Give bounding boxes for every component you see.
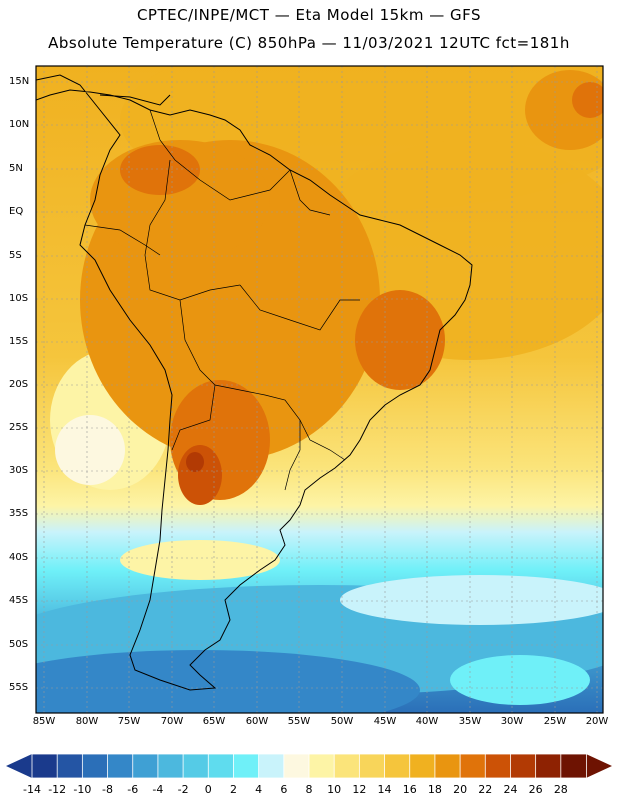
- colorbar-label: -14: [23, 783, 41, 796]
- colorbar-swatch: [182, 753, 210, 779]
- lon-label: 85W: [32, 716, 56, 727]
- colorbar-swatch: [535, 753, 562, 779]
- colorbar-label: 14: [377, 783, 392, 796]
- lon-label: 20W: [585, 716, 609, 727]
- lon-label: 70W: [160, 716, 184, 727]
- colorbar-swatch: [560, 753, 587, 779]
- lon-label: 80W: [75, 716, 99, 727]
- lon-label: 25W: [543, 716, 567, 727]
- colorbar-swatch: [358, 753, 386, 779]
- colorbar-label: -4: [152, 783, 164, 796]
- title-line-1: CPTEC/INPE/MCT — Eta Model 15km — GFS: [136, 6, 482, 24]
- colorbar-swatch: [107, 753, 134, 779]
- colorbar-swatch: [31, 753, 59, 779]
- title-line-2: Absolute Temperature (C) 850hPa — 11/03/…: [48, 34, 570, 52]
- lon-label: 55W: [287, 716, 311, 727]
- colorbar-label: 10: [327, 783, 342, 796]
- colorbar-swatch: [283, 753, 310, 779]
- lat-label: 5N: [9, 163, 23, 174]
- lat-label: 40S: [9, 552, 29, 563]
- lon-label: 65W: [202, 716, 226, 727]
- lon-label: 60W: [245, 716, 269, 727]
- lat-label: 10S: [9, 293, 29, 304]
- colorbar-swatch: [258, 753, 285, 779]
- colorbar-label: 24: [503, 783, 518, 796]
- colorbar-label: 8: [305, 783, 313, 796]
- lat-label: 10N: [9, 119, 30, 130]
- lon-label: 50W: [330, 716, 354, 727]
- lat-label: 5S: [9, 250, 22, 261]
- colorbar-label: 4: [255, 783, 263, 796]
- colorbar-label: -12: [48, 783, 67, 796]
- lat-label: 20S: [9, 379, 29, 390]
- colorbar-swatch: [132, 753, 159, 779]
- colorbar-label: -8: [102, 783, 114, 796]
- colorbar-label: 6: [280, 783, 288, 796]
- lat-label: 15N: [9, 76, 30, 87]
- colorbar-label: 20: [453, 783, 468, 796]
- colorbar-swatches: [31, 753, 587, 779]
- lon-label: 75W: [117, 716, 141, 727]
- lat-label: EQ: [9, 206, 24, 217]
- colorbar-label: 12: [352, 783, 367, 796]
- lon-label: 45W: [373, 716, 397, 727]
- coastlines: [36, 74, 473, 691]
- map-frame: [35, 65, 604, 714]
- lat-label: 15S: [9, 336, 29, 347]
- colorbar-swatch: [157, 753, 184, 779]
- colorbar-label: 22: [478, 783, 493, 796]
- colorbar-label: 2: [229, 783, 237, 796]
- colorbar-swatch: [56, 753, 84, 779]
- colorbar-swatch: [409, 753, 436, 779]
- colorbar-swatch: [484, 753, 512, 779]
- lon-label: 40W: [415, 716, 439, 727]
- colorbar-swatch: [308, 753, 336, 779]
- colorbar-label: -6: [127, 783, 139, 796]
- lat-label: 50S: [9, 639, 29, 650]
- lat-label: 45S: [9, 595, 29, 606]
- colorbar-swatch: [459, 753, 487, 779]
- colorbar-swatch: [434, 753, 461, 779]
- lon-label: 30W: [500, 716, 524, 727]
- colorbar-swatch: [384, 753, 411, 779]
- country-borders: [84, 109, 360, 491]
- colorbar-swatch: [233, 753, 260, 779]
- lat-label: 25S: [9, 422, 29, 433]
- colorbar-swatch: [510, 753, 537, 779]
- colorbar-label: -2: [177, 783, 189, 796]
- lat-label: 35S: [9, 508, 29, 519]
- color-scale-legend: [6, 753, 612, 779]
- colorbar-label: 18: [427, 783, 442, 796]
- colorbar-label: 28: [553, 783, 568, 796]
- colorbar-right-arrow: [586, 754, 612, 778]
- colorbar-label: 0: [204, 783, 212, 796]
- colorbar-label: 16: [402, 783, 417, 796]
- colorbar-label: 26: [528, 783, 543, 796]
- lat-label: 55S: [9, 682, 29, 693]
- lat-label: 30S: [9, 465, 29, 476]
- colorbar-swatch: [81, 753, 109, 779]
- colorbar-left-arrow: [6, 754, 32, 778]
- colorbar-label: -10: [73, 783, 92, 796]
- colorbar-swatch: [333, 753, 361, 779]
- colorbar-swatch: [207, 753, 235, 779]
- lon-label: 35W: [458, 716, 482, 727]
- temperature-field: [36, 66, 603, 713]
